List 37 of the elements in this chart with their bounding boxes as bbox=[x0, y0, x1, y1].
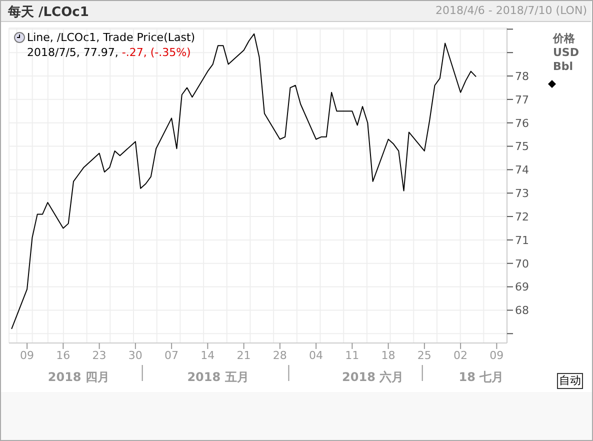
annotation: 2018/7/5, 77.97, bbox=[27, 46, 120, 59]
y-axis-title: 价格 USD Bbl bbox=[553, 32, 579, 74]
y-tick-label: 75 bbox=[515, 140, 529, 154]
y-tick-label: 70 bbox=[515, 257, 529, 270]
x-tick-label: 18 bbox=[381, 348, 396, 362]
x-tick-label: 30 bbox=[128, 348, 142, 362]
x-tick-label: 23 bbox=[92, 348, 106, 362]
x-tick-label: 09 bbox=[490, 348, 504, 362]
y-tick-label: 77 bbox=[515, 93, 529, 106]
chart-title: 每天 /LCOc1 bbox=[8, 4, 89, 21]
y-tick-label: 78 bbox=[515, 70, 529, 83]
text: 自动 bbox=[557, 373, 583, 389]
chart-subtitle: 2018/4/6 - 2018/7/10 (LON) bbox=[436, 4, 587, 17]
y-tick-label: 76 bbox=[515, 116, 529, 130]
y-tick-label: 71 bbox=[515, 234, 529, 247]
x2-tick-label: 2018 四月 bbox=[48, 370, 110, 384]
x-tick-label: 11 bbox=[345, 348, 360, 362]
x-tick-label: 14 bbox=[200, 348, 215, 362]
line-series bbox=[11, 33, 477, 330]
x-tick-label: 25 bbox=[417, 348, 432, 362]
x-tick-label: 21 bbox=[236, 348, 251, 362]
x2-tick-label: 2018 六月 bbox=[342, 370, 404, 384]
x-tick-label: 04 bbox=[309, 348, 324, 362]
y-tick-label: 69 bbox=[515, 280, 529, 294]
y-tick-label: 74 bbox=[515, 164, 529, 177]
x2-tick-label: 18 七月 bbox=[458, 370, 504, 384]
x2-tick-label: 2018 五月 bbox=[187, 370, 249, 384]
x-tick-label: 02 bbox=[454, 348, 468, 362]
x-tick-label: 28 bbox=[272, 348, 287, 362]
y-tick-label: 68 bbox=[515, 304, 529, 318]
x-tick-label: 07 bbox=[164, 348, 179, 362]
x-tick-label: 09 bbox=[20, 348, 34, 362]
y-tick-label: 73 bbox=[515, 187, 529, 200]
y-tick-label: 72 bbox=[515, 210, 529, 224]
x-tick-label: 16 bbox=[56, 348, 70, 362]
annotation: -.27, (-.35%) bbox=[122, 46, 191, 59]
legend-label: Line, /LCOc1, Trade Price(Last) bbox=[27, 30, 196, 45]
